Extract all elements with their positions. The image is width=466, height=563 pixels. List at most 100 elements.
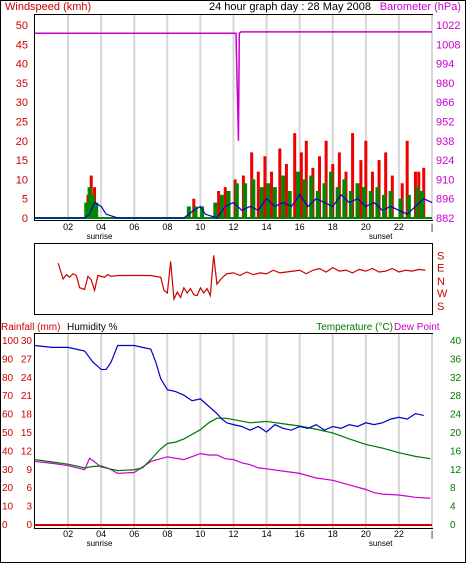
wind-bar (84, 202, 89, 218)
sunset-label: sunset (369, 232, 393, 241)
humidity-y-axis: 0 10 20 30 40 50 60 70 80 90 100 (2, 336, 19, 531)
wind-barometer-panel: 0 5 10 15 20 25 30 35 40 45 50 882 896 910 924 938 952 9… (16, 14, 460, 241)
temperature-tick-label: 32 (450, 373, 462, 384)
y-tick-label: 966 (436, 97, 454, 109)
y-tick-label: 924 (436, 155, 454, 167)
x-tick-label: | (431, 529, 433, 539)
x-tick-label: 12 (228, 529, 238, 539)
gust-bar (318, 156, 322, 218)
wind-x-axis: 02 04 06 08 10 12 14 16 18 20 22 | (63, 222, 433, 232)
chart-title: 24 hour graph day : 28 May 2008 (209, 1, 371, 13)
sunrise-label: sunrise (87, 232, 113, 241)
wind-y-axis-left: 0 5 10 15 20 25 30 35 40 45 50 (16, 20, 28, 225)
y-tick-label: 10 (16, 174, 28, 186)
x-tick-label: 08 (162, 529, 172, 539)
temperature-tick-label: 16 (450, 446, 462, 457)
rain-tick-label: 9 (26, 465, 32, 476)
humidity-tick-label: 90 (2, 354, 14, 365)
x-tick-label: 04 (96, 222, 106, 232)
direction-tick-label: S (437, 250, 444, 262)
wind-bar (315, 190, 320, 218)
temperature-label: Temperature (°C) (316, 322, 393, 333)
temperature-tick-label: 40 (450, 336, 462, 347)
wind-bar (243, 183, 248, 218)
y-tick-label: 952 (436, 117, 454, 129)
wind-bar (322, 183, 327, 218)
x-tick-label: 20 (361, 222, 371, 232)
gust-bar (263, 156, 267, 218)
rain-tick-label: 30 (21, 336, 33, 347)
y-tick-label: 910 (436, 174, 454, 186)
rain-tick-label: 6 (26, 483, 32, 494)
humidity-tick-label: 50 (2, 428, 14, 439)
humidity-label: Humidity % (67, 322, 118, 333)
gust-bar (293, 133, 297, 218)
x-tick-label: 10 (195, 529, 205, 539)
wind-bar (415, 187, 420, 218)
barometer-label: Barometer (hPa) (380, 1, 461, 13)
direction-tick-label: S (437, 301, 444, 313)
gust-bar (256, 171, 260, 218)
gust-bar (364, 140, 368, 218)
x-tick-label: 22 (394, 529, 404, 539)
wind-bar (287, 190, 292, 218)
wind-bar (296, 171, 301, 218)
temperature-y-axis: 0 4 8 12 16 20 24 28 32 36 40 (450, 336, 462, 531)
x-tick-label: | (431, 222, 433, 232)
humidity-tick-label: 40 (2, 446, 14, 457)
x-tick-label: 12 (228, 222, 238, 232)
barometer-y-axis-right: 882 896 910 924 938 952 966 980 994 1008 1022 (436, 20, 460, 225)
x-tick-label: 02 (63, 222, 73, 232)
x-tick-label: 16 (295, 529, 305, 539)
x-tick-label: 06 (129, 222, 139, 232)
gust-bar (223, 187, 227, 218)
humidity-lines (34, 344, 432, 526)
temperature-tick-label: 4 (450, 502, 456, 513)
x-tick-label: 02 (63, 529, 73, 539)
rain-y-axis: 0 3 6 9 12 15 18 21 24 27 30 (21, 336, 33, 531)
x-tick-label: 08 (162, 222, 172, 232)
wind-bar (398, 198, 403, 218)
wind-bar (382, 194, 387, 218)
wind-bar (234, 183, 239, 218)
direction-tick-label: E (437, 263, 444, 275)
y-tick-label: 50 (16, 20, 28, 32)
rain-tick-label: 27 (21, 354, 33, 365)
humidity-tick-label: 0 (2, 520, 8, 531)
x-tick-label: 18 (328, 529, 338, 539)
wind-bar (272, 187, 277, 218)
rainfall-label: Rainfall (mm) (1, 322, 60, 333)
wind-bar (362, 187, 367, 218)
gust-bar (217, 190, 221, 218)
windspeed-label: Windspeed (kmh) (5, 1, 91, 13)
temperature-line (34, 417, 431, 472)
direction-panel-frame (34, 243, 433, 315)
y-tick-label: 45 (16, 39, 28, 51)
humidity-tick-label: 100 (2, 336, 19, 347)
wind-bar (309, 175, 314, 218)
x-tick-label: 16 (295, 222, 305, 232)
y-tick-label: 5 (22, 194, 28, 206)
gust-bar (299, 152, 303, 218)
humidity-tick-label: 10 (2, 502, 14, 513)
humidity-tick-label: 30 (2, 465, 14, 476)
y-tick-label: 30 (16, 97, 28, 109)
wind-bar (388, 190, 393, 218)
wind-bar (94, 202, 99, 218)
gust-bar (359, 160, 363, 218)
wind-bar (335, 187, 340, 218)
humidity-tick-label: 70 (2, 391, 14, 402)
wind-bar (200, 206, 205, 218)
rain-tick-label: 12 (21, 446, 33, 457)
wind-bar (259, 187, 264, 218)
direction-line (57, 255, 426, 302)
x-tick-label: 14 (262, 529, 272, 539)
y-tick-label: 15 (16, 155, 28, 167)
rain-tick-label: 3 (26, 502, 32, 513)
temperature-tick-label: 24 (450, 410, 462, 421)
y-tick-label: 1022 (436, 20, 460, 32)
y-tick-label: 20 (16, 136, 28, 148)
temperature-tick-label: 20 (450, 428, 462, 439)
